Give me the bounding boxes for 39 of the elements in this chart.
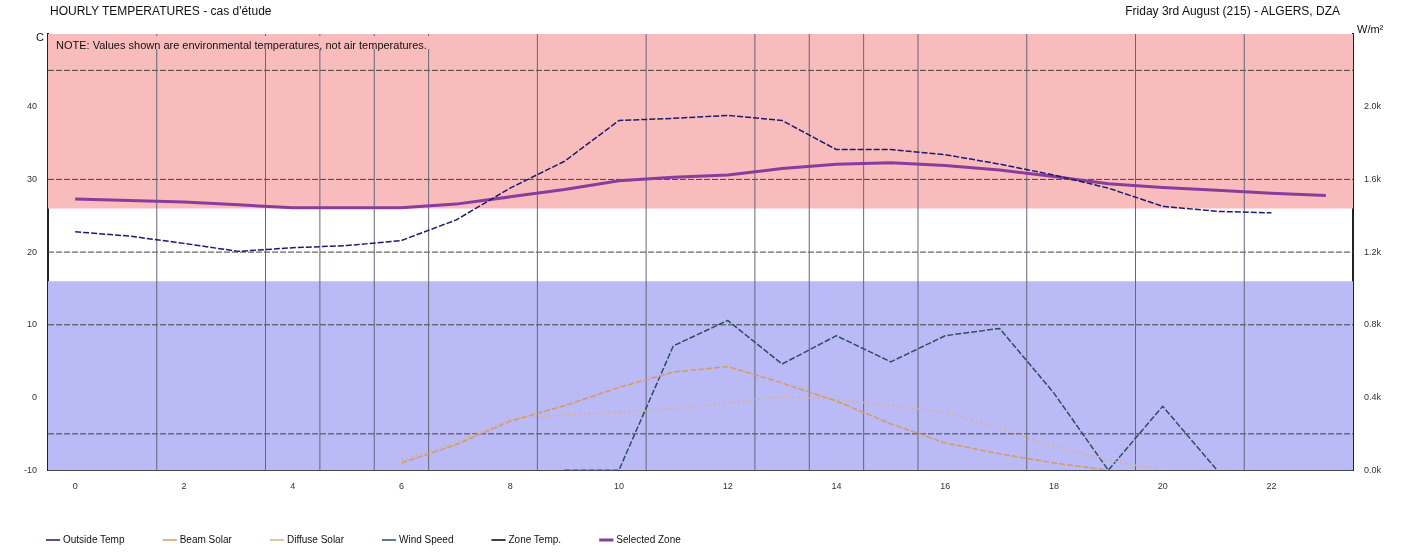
x-tick-label: 16 [940,481,951,492]
legend-label: Outside Temp [63,533,125,545]
legend-label: Beam Solar [179,533,233,545]
legend-label: Diffuse Solar [286,533,345,545]
x-tick-label: 20 [1157,481,1168,492]
y2-tick-label: 1.6k [1364,173,1382,184]
annotation: NOTE: Values shown are environmental temperatures, not air temperatures. [56,39,427,52]
legend-label: Wind Speed [399,533,454,545]
y2-tick-label: 0.4k [1364,391,1382,402]
y-tick-label: 40 [26,101,37,112]
chart-subtitle: Friday 3rd August (215) - ALGERS, DZA [1125,4,1340,18]
x-tick-label: 12 [722,481,733,492]
y-axis-title: C [36,31,45,44]
line-series [74,114,1273,253]
line-series [400,365,1110,471]
x-tick-label: 0 [72,481,78,492]
legend-label: Selected Zone [616,533,682,545]
y-tick-label: 0 [31,391,37,402]
y-tick-label: 30 [26,173,37,184]
y2-tick-label: 2.0k [1364,101,1382,112]
x-tick-label: 4 [290,481,296,492]
x-tick-label: 18 [1048,481,1059,492]
x-tick-label: 22 [1266,481,1277,492]
y-tick-label: 20 [26,246,37,257]
y2-tick-label: 1.2k [1364,246,1382,257]
x-tick-label: 14 [831,481,842,492]
y2-tick-label: 0.8k [1364,319,1382,330]
line-series [400,395,1164,471]
y-tick-label: 10 [26,319,37,330]
legend-label: Zone Temp. [508,533,562,545]
chart-title: HOURLY TEMPERATURES - cas d'étude [50,4,272,18]
x-tick-label: 8 [507,481,513,492]
x-tick-label: 10 [613,481,624,492]
x-tick-label: 6 [398,481,404,492]
x-tick-label: 2 [181,481,187,492]
y2-axis-title: W/m² [1357,23,1384,36]
y2-tick-label: 0.0k [1364,464,1382,475]
y-tick-label: -10 [23,464,37,475]
line-series [563,319,1218,471]
